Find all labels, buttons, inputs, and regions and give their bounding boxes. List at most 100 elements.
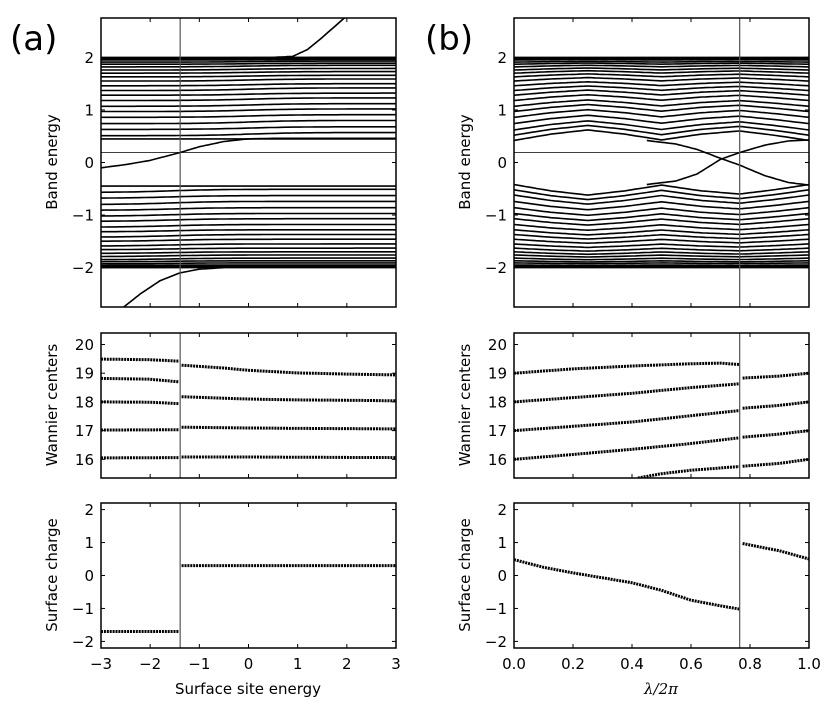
a-band-upper-band-line bbox=[101, 108, 396, 113]
a-band-lower-band-line bbox=[101, 257, 396, 261]
b-band-lower-band-line bbox=[514, 223, 809, 231]
a-wannier-dotted-series-1 bbox=[101, 376, 179, 384]
b-band-upper-band-line bbox=[514, 108, 809, 119]
b-band-lower-band-line bbox=[514, 189, 809, 201]
b-band-lower-band-line bbox=[514, 238, 809, 244]
a-band-lower-band-line bbox=[101, 260, 396, 263]
b-band-ytick-label: −1 bbox=[485, 207, 507, 225]
a-band-lower-band-line bbox=[101, 247, 396, 251]
a-wannier-dotted-series-8 bbox=[181, 455, 396, 460]
b-band-upper-band-line bbox=[514, 120, 809, 131]
a-band-lower-band-line bbox=[101, 200, 396, 206]
a-band-upper-band-line bbox=[101, 67, 396, 71]
b-band-ytick-label: −2 bbox=[485, 259, 507, 277]
b-xtick-label: 0.2 bbox=[561, 655, 585, 673]
b-wannier-dotted-series-3 bbox=[514, 436, 740, 461]
b-wannier-ylabel: Wannier centers bbox=[456, 344, 474, 467]
b-band-curve-1 bbox=[646, 139, 809, 186]
b-band-upper-band-line bbox=[514, 85, 809, 92]
b-charge-plot-area bbox=[514, 503, 809, 648]
a-band-upper-band-line bbox=[101, 131, 396, 137]
a-wannier-ylabel: Wannier centers bbox=[43, 344, 61, 467]
a-xtick-label: 0 bbox=[244, 655, 254, 673]
b-xtick-label: 1.0 bbox=[797, 655, 821, 673]
a-wannier-plot-area bbox=[101, 333, 396, 478]
a-band-lower-band-line bbox=[101, 264, 396, 267]
a-charge-ylabel: Surface charge bbox=[43, 518, 61, 632]
b-band-upper-band-line bbox=[514, 124, 809, 136]
b-charge-dotted-series-0 bbox=[514, 558, 740, 611]
b-band-lower-band-line bbox=[514, 243, 809, 249]
b-band-lower-band-line bbox=[514, 229, 809, 236]
b-band-lower-band-line bbox=[514, 200, 809, 211]
b-wannier-dotted-series-4 bbox=[637, 465, 740, 478]
b-band-upper-band-line bbox=[514, 89, 809, 96]
a-band-upper-band-line bbox=[101, 57, 396, 60]
a-band-ytick-label: −1 bbox=[72, 207, 94, 225]
b-band-upper-band-line bbox=[514, 64, 809, 68]
a-band-upper-band-line bbox=[101, 113, 396, 119]
b-band-lower-band-line bbox=[514, 233, 809, 240]
panel-label-a: (a) bbox=[10, 19, 57, 59]
b-charge-ytick-label: −2 bbox=[485, 633, 507, 651]
a-charge-axes-frame bbox=[100, 502, 397, 649]
b-wannier-dotted-series-6 bbox=[742, 400, 809, 410]
a-band-upper-band-line bbox=[101, 92, 396, 96]
a-wannier-dotted-series-5 bbox=[181, 363, 396, 377]
b-band-ylabel: Band energy bbox=[456, 114, 474, 210]
a-band-plot-area bbox=[101, 18, 396, 307]
a-band-lower-band-line bbox=[101, 233, 396, 238]
a-xtick-label: 2 bbox=[342, 655, 352, 673]
a-band-upper-band-line bbox=[101, 62, 396, 65]
b-wannier-dotted-series-5 bbox=[742, 371, 809, 380]
a-xtick-label: −1 bbox=[188, 655, 210, 673]
panel-label-b: (b) bbox=[425, 19, 473, 59]
b-charge-ytick-label: 1 bbox=[497, 534, 507, 552]
a-wannier-dotted-series-2 bbox=[101, 400, 179, 406]
a-wannier-ytick-label: 18 bbox=[75, 393, 94, 411]
b-wannier-ytick-label: 16 bbox=[488, 451, 507, 469]
a-band-curve-2 bbox=[122, 266, 224, 307]
b-band-upper-band-line bbox=[514, 69, 809, 74]
a-band-upper-band-line bbox=[101, 58, 396, 61]
b-band-upper-band-line bbox=[514, 103, 809, 113]
b-xtick-label: 0.6 bbox=[679, 655, 703, 673]
b-wannier-axes-frame bbox=[513, 332, 810, 479]
b-band-lower-band-line bbox=[514, 264, 809, 267]
b-band-ytick-label: 0 bbox=[497, 154, 507, 172]
a-band-upper-band-line bbox=[101, 82, 396, 87]
b-wannier-ytick-label: 19 bbox=[488, 365, 507, 383]
b-xlabel: λ/2π bbox=[643, 680, 679, 698]
b-band-lower-band-line bbox=[514, 194, 809, 205]
a-band-upper-band-line bbox=[101, 70, 396, 74]
b-wannier-ytick-label: 18 bbox=[488, 393, 507, 411]
a-band-curve-0 bbox=[101, 137, 396, 169]
a-wannier-ytick-label: 20 bbox=[75, 336, 94, 354]
b-wannier-dotted-series-8 bbox=[742, 457, 809, 468]
a-xlabel: Surface site energy bbox=[175, 680, 321, 698]
b-band-upper-band-line bbox=[514, 114, 809, 125]
a-wannier-dotted-series-6 bbox=[181, 395, 396, 403]
a-wannier-ytick-label: 16 bbox=[75, 451, 94, 469]
b-band-upper-band-line bbox=[514, 129, 809, 142]
a-band-upper-band-line bbox=[101, 78, 396, 82]
a-band-upper-band-line bbox=[101, 102, 396, 108]
b-wannier-dotted-series-7 bbox=[742, 429, 809, 439]
a-band-upper-band-line bbox=[101, 97, 396, 102]
b-xtick-label: 0.8 bbox=[738, 655, 762, 673]
a-charge-ytick-label: −1 bbox=[72, 600, 94, 618]
a-band-lower-band-line bbox=[101, 212, 396, 217]
b-band-lower-band-line bbox=[514, 260, 809, 263]
a-charge-ytick-label: 1 bbox=[84, 534, 94, 552]
a-wannier-ytick-label: 17 bbox=[75, 422, 94, 440]
a-band-lower-band-line bbox=[101, 243, 396, 247]
a-band-ytick-label: 1 bbox=[84, 101, 94, 119]
b-wannier-plot-area bbox=[514, 333, 809, 478]
a-band-lower-band-line bbox=[101, 217, 396, 222]
b-wannier-dotted-series-0 bbox=[514, 361, 740, 375]
a-wannier-dotted-series-0 bbox=[101, 357, 179, 363]
b-xtick-label: 0.4 bbox=[620, 655, 644, 673]
a-charge-plot-area bbox=[101, 503, 396, 648]
b-band-lower-band-line bbox=[514, 251, 809, 256]
